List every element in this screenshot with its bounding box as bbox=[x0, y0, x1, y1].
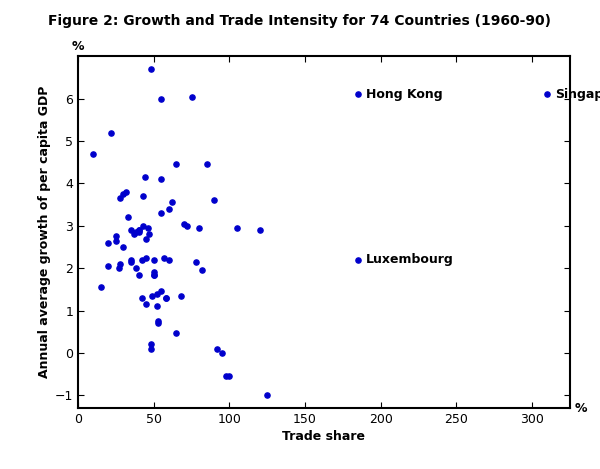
Point bbox=[232, 224, 242, 232]
Point bbox=[96, 283, 106, 291]
Point bbox=[107, 129, 116, 136]
Text: Hong Kong: Hong Kong bbox=[365, 88, 442, 101]
Point bbox=[126, 258, 136, 265]
Text: Singapore: Singapore bbox=[555, 88, 600, 101]
Point bbox=[353, 91, 363, 98]
Point bbox=[111, 233, 121, 240]
Point bbox=[194, 224, 204, 232]
Point bbox=[103, 239, 113, 247]
Point bbox=[119, 190, 128, 198]
Point bbox=[116, 260, 125, 268]
Point bbox=[161, 294, 170, 302]
Point bbox=[131, 265, 140, 272]
Point bbox=[142, 235, 151, 242]
Point bbox=[176, 292, 186, 300]
Point bbox=[187, 93, 196, 100]
Point bbox=[160, 254, 169, 261]
Point bbox=[179, 220, 189, 227]
Point bbox=[134, 228, 143, 236]
Point bbox=[149, 271, 158, 278]
Point bbox=[103, 262, 113, 270]
Point bbox=[140, 174, 149, 181]
X-axis label: Trade share: Trade share bbox=[283, 430, 365, 443]
Point bbox=[137, 294, 146, 302]
Point bbox=[172, 160, 181, 168]
Point bbox=[209, 197, 219, 204]
Point bbox=[224, 372, 234, 380]
Point bbox=[157, 95, 166, 102]
Point bbox=[212, 345, 222, 352]
Point bbox=[202, 160, 211, 168]
Point bbox=[146, 65, 155, 73]
Point bbox=[126, 256, 136, 264]
Point bbox=[255, 226, 265, 234]
Point bbox=[134, 271, 143, 278]
Point bbox=[126, 226, 136, 234]
Point bbox=[154, 318, 163, 325]
Text: Figure 2: Growth and Trade Intensity for 74 Countries (1960-90): Figure 2: Growth and Trade Intensity for… bbox=[48, 14, 551, 28]
Point bbox=[111, 237, 121, 244]
Point bbox=[137, 256, 146, 264]
Point bbox=[542, 91, 552, 98]
Point bbox=[217, 349, 227, 357]
Point bbox=[129, 231, 139, 238]
Point bbox=[146, 345, 155, 352]
Text: %: % bbox=[575, 401, 587, 415]
Point bbox=[143, 224, 152, 232]
Point bbox=[152, 303, 161, 310]
Point bbox=[353, 256, 363, 264]
Point bbox=[142, 254, 151, 261]
Point bbox=[262, 392, 272, 399]
Point bbox=[138, 192, 148, 200]
Point bbox=[152, 290, 161, 297]
Y-axis label: Annual average growth of per capita GDP: Annual average growth of per capita GDP bbox=[38, 86, 50, 378]
Point bbox=[116, 195, 125, 202]
Point bbox=[164, 256, 173, 264]
Point bbox=[146, 340, 155, 348]
Point bbox=[131, 228, 140, 236]
Point bbox=[172, 329, 181, 336]
Point bbox=[157, 288, 166, 295]
Point bbox=[88, 150, 98, 158]
Point bbox=[221, 372, 231, 380]
Point bbox=[149, 256, 158, 264]
Point bbox=[114, 265, 124, 272]
Point bbox=[154, 319, 163, 327]
Point bbox=[142, 301, 151, 308]
Point bbox=[149, 271, 158, 278]
Point bbox=[134, 226, 143, 234]
Point bbox=[161, 294, 170, 302]
Point bbox=[149, 269, 158, 276]
Point bbox=[191, 258, 201, 265]
Point bbox=[145, 231, 154, 238]
Text: %: % bbox=[72, 40, 84, 53]
Point bbox=[157, 209, 166, 217]
Point bbox=[138, 222, 148, 229]
Point bbox=[134, 226, 143, 234]
Point bbox=[167, 199, 176, 206]
Point bbox=[123, 213, 133, 221]
Point bbox=[164, 205, 173, 212]
Text: Luxembourg: Luxembourg bbox=[365, 253, 454, 266]
Point bbox=[119, 243, 128, 251]
Point bbox=[197, 266, 207, 274]
Point bbox=[122, 188, 131, 196]
Point bbox=[182, 222, 192, 229]
Point bbox=[148, 292, 157, 300]
Point bbox=[157, 175, 166, 183]
